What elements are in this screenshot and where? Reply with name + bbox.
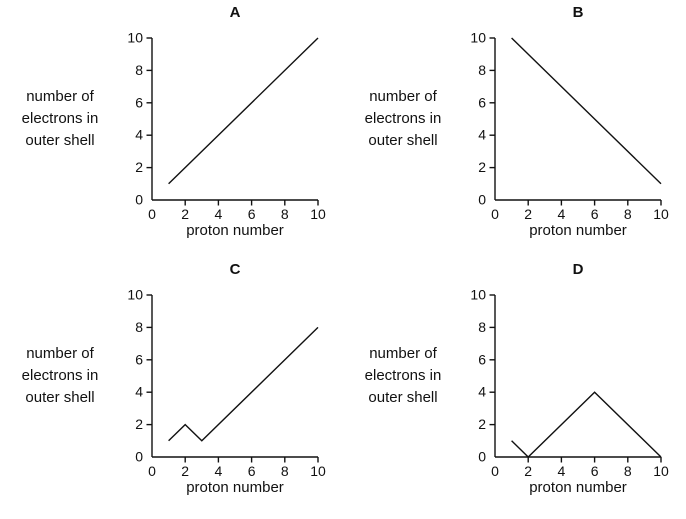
y-tick-label: 4 [478, 127, 486, 143]
x-axis-label: proton number [186, 479, 284, 496]
chart-title: D [572, 261, 584, 278]
y-axis-label-line: outer shell [368, 131, 438, 149]
x-tick-label: 10 [653, 206, 669, 222]
chart-column: D 0 2 4 6 8 10 0 2 4 6 8 10 proton number [459, 261, 672, 496]
y-tick-label: 0 [478, 449, 486, 465]
y-tick-label: 6 [478, 94, 486, 110]
x-tick-label: 0 [491, 463, 499, 479]
x-axis-label: proton number [529, 222, 627, 239]
x-tick-label: 6 [248, 206, 256, 222]
y-tick-label: 2 [478, 416, 486, 432]
x-tick-label: 2 [524, 463, 532, 479]
x-tick-label: 2 [181, 463, 189, 479]
chart-panel-b: number of electrons in outer shell B 0 2 4… [343, 4, 686, 239]
x-tick-label: 2 [181, 206, 189, 222]
y-tick-label: 10 [127, 287, 143, 303]
x-tick-label: 10 [310, 206, 326, 222]
x-tick-label: 8 [624, 463, 632, 479]
x-tick-label: 4 [215, 463, 223, 479]
x-tick-label: 0 [148, 463, 156, 479]
y-tick-label: 6 [135, 94, 143, 110]
y-tick-label: 4 [135, 384, 143, 400]
y-tick-label: 6 [478, 351, 486, 367]
y-axis-label-line: outer shell [25, 131, 95, 149]
chart-title: A [229, 4, 241, 21]
x-tick-label: 6 [591, 463, 599, 479]
chart-title: C [229, 261, 241, 278]
y-tick-label: 2 [135, 416, 143, 432]
chart-column: C 0 2 4 6 8 10 0 2 4 6 8 10 proton number [116, 261, 329, 496]
x-tick-label: 8 [281, 463, 289, 479]
y-axis-label-line: outer shell [25, 388, 95, 406]
x-axis-label: proton number [529, 479, 627, 496]
y-axis-label-line: electrons in [21, 109, 99, 127]
y-axis-label: number of electrons in outer shell [4, 343, 116, 408]
data-line [511, 37, 662, 185]
y-axis-label: number of electrons in outer shell [4, 86, 116, 151]
y-tick-label: 8 [135, 62, 143, 78]
chart-title: B [572, 4, 584, 21]
x-tick-label: 6 [248, 463, 256, 479]
y-tick-label: 8 [135, 319, 143, 335]
chart-panel-c: number of electrons in outer shell C 0 2 4… [0, 261, 343, 496]
y-tick-label: 0 [135, 449, 143, 465]
y-tick-label: 6 [135, 351, 143, 367]
x-tick-label: 4 [215, 206, 223, 222]
y-axis-label: number of electrons in outer shell [347, 86, 459, 151]
data-line [511, 391, 662, 458]
y-tick-label: 10 [470, 30, 486, 46]
y-axis-label-line: number of [369, 345, 437, 362]
y-tick-label: 10 [127, 30, 143, 46]
chart-column: A 0 2 4 6 8 10 0 2 4 6 8 10 proton number [116, 4, 329, 239]
x-tick-label: 8 [624, 206, 632, 222]
y-axis-label-line: electrons in [21, 366, 99, 384]
chart-canvas-b: 0 2 4 6 8 10 0 2 4 6 8 10 [470, 30, 669, 223]
y-tick-label: 2 [478, 159, 486, 175]
x-tick-label: 2 [524, 206, 532, 222]
y-tick-label: 4 [478, 384, 486, 400]
y-axis-label: number of electrons in outer shell [347, 343, 459, 408]
y-tick-label: 8 [478, 319, 486, 335]
data-line [168, 37, 319, 185]
y-tick-label: 10 [470, 287, 486, 303]
figure-grid: number of electrons in outer shell A 0 2 4… [0, 4, 686, 496]
x-tick-label: 8 [281, 206, 289, 222]
x-tick-label: 4 [558, 463, 566, 479]
chart-canvas-a: 0 2 4 6 8 10 0 2 4 6 8 10 [127, 30, 326, 223]
x-axis-label: proton number [186, 222, 284, 239]
y-tick-label: 0 [135, 192, 143, 208]
y-axis-label-line: outer shell [368, 388, 438, 406]
x-tick-label: 6 [591, 206, 599, 222]
x-tick-label: 0 [148, 206, 156, 222]
chart-canvas-c: 0 2 4 6 8 10 0 2 4 6 8 10 [127, 287, 326, 480]
y-axis-label-line: number of [26, 88, 94, 105]
data-line [168, 326, 319, 442]
y-axis-label-line: electrons in [364, 366, 442, 384]
y-axis-label-line: electrons in [364, 109, 442, 127]
y-axis-label-line: number of [26, 345, 94, 362]
x-tick-label: 0 [491, 206, 499, 222]
y-axis-label-line: number of [369, 88, 437, 105]
y-tick-label: 2 [135, 159, 143, 175]
chart-panel-a: number of electrons in outer shell A 0 2 4… [0, 4, 343, 239]
y-tick-label: 8 [478, 62, 486, 78]
x-tick-label: 10 [653, 463, 669, 479]
y-tick-label: 0 [478, 192, 486, 208]
x-tick-label: 4 [558, 206, 566, 222]
y-tick-label: 4 [135, 127, 143, 143]
x-tick-label: 10 [310, 463, 326, 479]
chart-canvas-d: 0 2 4 6 8 10 0 2 4 6 8 10 [470, 287, 669, 480]
chart-column: B 0 2 4 6 8 10 0 2 4 6 8 10 proton number [459, 4, 672, 239]
chart-panel-d: number of electrons in outer shell D 0 2 4… [343, 261, 686, 496]
